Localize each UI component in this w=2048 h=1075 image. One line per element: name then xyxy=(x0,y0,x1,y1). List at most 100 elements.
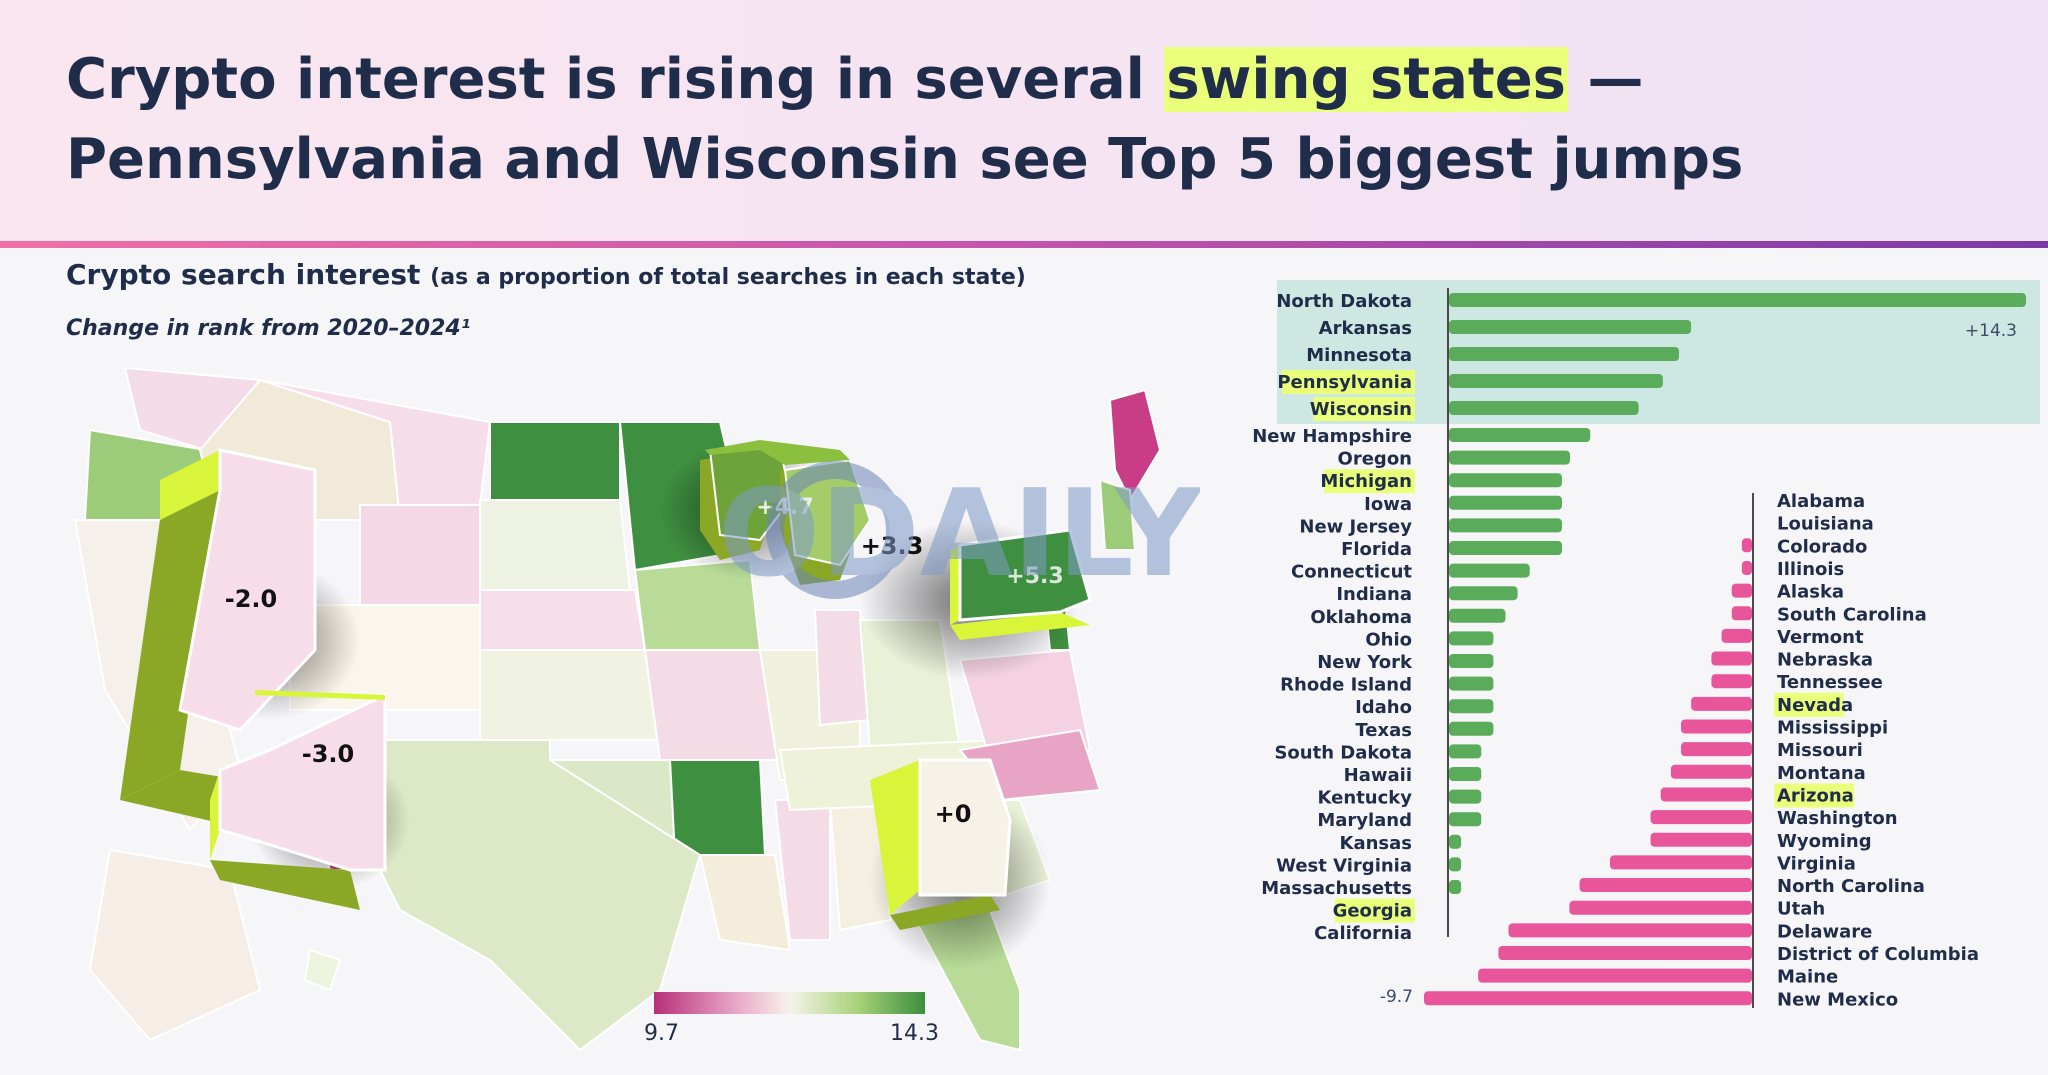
label-south-carolina: South Carolina xyxy=(1777,604,1927,625)
label-new-jersey: New Jersey xyxy=(1299,516,1412,537)
headline-highlight: swing states xyxy=(1164,47,1569,112)
bar-ohio xyxy=(1449,631,1494,646)
label-maine: Maine xyxy=(1777,967,1838,988)
label-arkansas: Arkansas xyxy=(1319,318,1412,339)
bar-wisconsin xyxy=(1449,401,1639,415)
bar-kansas xyxy=(1449,834,1462,849)
label-kansas: Kansas xyxy=(1340,833,1412,854)
label-south-dakota: South Dakota xyxy=(1274,742,1412,763)
bar-washington xyxy=(1650,810,1752,825)
label-highlight-wisconsin xyxy=(1313,397,1415,421)
bar-south-dakota xyxy=(1449,744,1482,759)
label-utah: Utah xyxy=(1777,899,1825,920)
label-oregon: Oregon xyxy=(1338,449,1412,470)
bar-arkansas xyxy=(1449,320,1692,334)
label-delaware: Delaware xyxy=(1777,921,1872,942)
bar-kentucky xyxy=(1449,789,1482,804)
bar-montana xyxy=(1670,764,1752,779)
callout-georgia-label: +0 xyxy=(935,800,972,828)
label-tennessee: Tennessee xyxy=(1777,672,1883,693)
bar-illinois xyxy=(1741,560,1752,575)
bar-arizona xyxy=(1660,787,1752,802)
bar-alaska xyxy=(1731,583,1752,598)
label-rhode-island: Rhode Island xyxy=(1280,675,1412,696)
us-choropleth-map: -2.0 -3.0 +4.7 +3.3 +5.3 +0 ODAILY xyxy=(73,366,1200,1052)
label-illinois: Illinois xyxy=(1777,559,1844,580)
bar-colorado xyxy=(1741,538,1752,553)
bar-wyoming xyxy=(1650,832,1752,847)
label-nevada: Nevada xyxy=(1777,695,1853,716)
callout-pennsylvania: +5.3 xyxy=(950,528,1092,640)
bar-south-carolina xyxy=(1731,606,1752,621)
bar-pennsylvania xyxy=(1449,374,1663,388)
label-iowa: Iowa xyxy=(1364,494,1412,515)
bar-maine xyxy=(1478,968,1752,983)
bar-idaho xyxy=(1449,699,1494,714)
headline: Crypto interest is rising in several swi… xyxy=(66,40,1966,200)
chart-subtitle: Crypto search interest (as a proportion … xyxy=(66,258,1026,291)
bar-vermont xyxy=(1721,628,1752,643)
callout-georgia: +0 xyxy=(870,758,1012,930)
label-nebraska: Nebraska xyxy=(1777,650,1873,671)
label-alaska: Alaska xyxy=(1777,582,1844,603)
label-north-dakota: North Dakota xyxy=(1276,291,1412,312)
label-north-carolina: North Carolina xyxy=(1777,876,1925,897)
label-missouri: Missouri xyxy=(1777,740,1863,761)
label-vermont: Vermont xyxy=(1777,627,1864,648)
label-new-hampshire: New Hampshire xyxy=(1252,426,1412,447)
label-louisiana: Louisiana xyxy=(1777,514,1874,535)
subtitle-main: Crypto search interest xyxy=(66,258,421,291)
label-virginia: Virginia xyxy=(1777,853,1856,874)
bar-north-dakota xyxy=(1449,293,2026,307)
bar-north-carolina xyxy=(1579,878,1752,893)
bar-florida xyxy=(1449,541,1562,555)
bar-iowa xyxy=(1449,495,1562,510)
label-new-york: New York xyxy=(1317,652,1413,673)
callout-arizona: -3.0 xyxy=(210,690,387,910)
label-highlight-arizona xyxy=(1774,783,1855,808)
headline-part2: — Pennsylvania and Wisconsin see Top 5 b… xyxy=(66,47,1744,192)
callout-arizona-label: -3.0 xyxy=(302,740,354,768)
label-connecticut: Connecticut xyxy=(1291,562,1412,583)
label-wyoming: Wyoming xyxy=(1777,831,1872,852)
bar-minnesota xyxy=(1449,347,1679,361)
bar-west-virginia xyxy=(1449,857,1462,872)
bar-oregon xyxy=(1449,450,1571,465)
callout-pennsylvania-label: +5.3 xyxy=(1006,564,1063,589)
label-maryland: Maryland xyxy=(1317,810,1412,831)
label-new-mexico: New Mexico xyxy=(1777,989,1898,1010)
bar-michigan xyxy=(1449,473,1562,488)
rank-change-note: Change in rank from 2020–2024¹ xyxy=(66,316,471,341)
bar-massachusetts xyxy=(1449,880,1462,894)
label-wisconsin: Wisconsin xyxy=(1310,399,1412,420)
value-label-min: -9.7 xyxy=(1380,987,1413,1007)
label-indiana: Indiana xyxy=(1336,584,1412,605)
label-highlight-pennsylvania xyxy=(1281,370,1415,394)
bar-connecticut xyxy=(1449,563,1530,578)
label-florida: Florida xyxy=(1341,539,1412,560)
label-mississippi: Mississippi xyxy=(1777,718,1888,739)
callout-nevada-label: -2.0 xyxy=(225,585,277,613)
bar-nevada xyxy=(1691,696,1752,711)
bar-texas xyxy=(1449,721,1494,736)
bar-new-hampshire xyxy=(1449,428,1591,442)
watermark-text: ODAILY xyxy=(718,465,1200,604)
bar-maryland xyxy=(1449,812,1482,827)
label-montana: Montana xyxy=(1777,763,1866,784)
label-highlight-georgia xyxy=(1334,898,1415,923)
label-pennsylvania: Pennsylvania xyxy=(1277,372,1412,393)
headline-part1: Crypto interest is rising in several xyxy=(66,47,1165,112)
bar-delaware xyxy=(1508,923,1752,938)
label-california: California xyxy=(1314,923,1412,944)
bar-indiana xyxy=(1449,586,1518,601)
bar-new-mexico xyxy=(1424,991,1752,1006)
label-washington: Washington xyxy=(1777,808,1898,829)
label-massachusetts: Massachusetts xyxy=(1261,878,1412,899)
header-divider xyxy=(0,241,2048,248)
label-ohio: Ohio xyxy=(1365,629,1412,650)
value-label-max: +14.3 xyxy=(1965,321,2017,341)
label-texas: Texas xyxy=(1355,720,1412,741)
bar-rhode-island xyxy=(1449,676,1494,691)
label-minnesota: Minnesota xyxy=(1306,345,1412,366)
